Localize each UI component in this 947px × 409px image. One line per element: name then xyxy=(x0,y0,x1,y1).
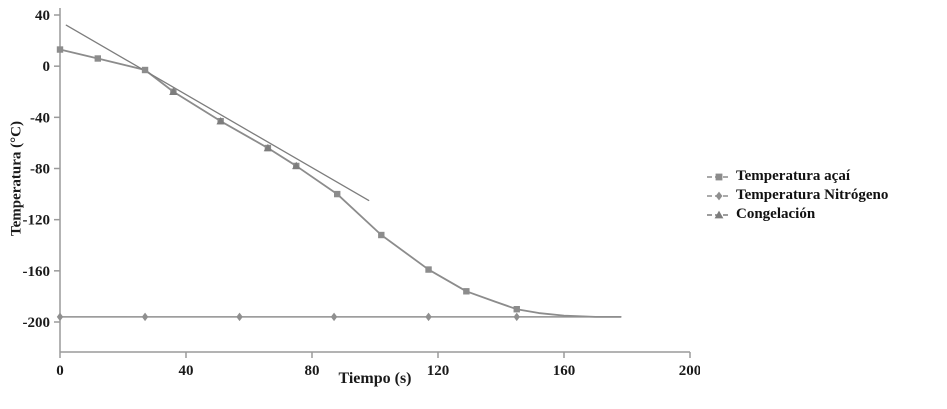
svg-text:40: 40 xyxy=(179,363,194,379)
svg-text:0: 0 xyxy=(56,363,64,379)
svg-text:-200: -200 xyxy=(23,315,51,331)
svg-text:-160: -160 xyxy=(23,264,51,280)
svg-text:160: 160 xyxy=(553,363,576,379)
legend: Temperatura açaí Temperatura Nitrógeno C… xyxy=(706,168,888,223)
svg-text:120: 120 xyxy=(427,363,450,379)
legend-label-nitrogeno: Temperatura Nitrógeno xyxy=(736,187,889,203)
svg-text:200: 200 xyxy=(679,363,700,379)
svg-text:0: 0 xyxy=(43,59,51,75)
diamond-marker-icon xyxy=(707,191,731,200)
svg-text:-80: -80 xyxy=(30,162,50,178)
legend-item-congelacion: Congelación xyxy=(706,206,888,223)
legend-item-acai: Temperatura açaí xyxy=(706,168,888,185)
svg-text:40: 40 xyxy=(35,8,50,24)
svg-text:-120: -120 xyxy=(23,213,51,229)
x-axis-label: Tiempo (s) xyxy=(338,370,412,387)
triangle-marker-icon xyxy=(707,210,731,218)
svg-text:-40: -40 xyxy=(30,110,50,126)
legend-item-nitrogeno: Temperatura Nitrógeno xyxy=(706,187,888,204)
plot-area: 40 0 -40 -80 -120 -160 -200 0 40 80 120 160 200 xyxy=(23,8,700,379)
legend-label-congelacion: Congelación xyxy=(736,206,816,222)
square-marker-icon xyxy=(707,173,731,180)
legend-label-acai: Temperatura açaí xyxy=(736,168,851,184)
svg-text:80: 80 xyxy=(305,363,320,379)
